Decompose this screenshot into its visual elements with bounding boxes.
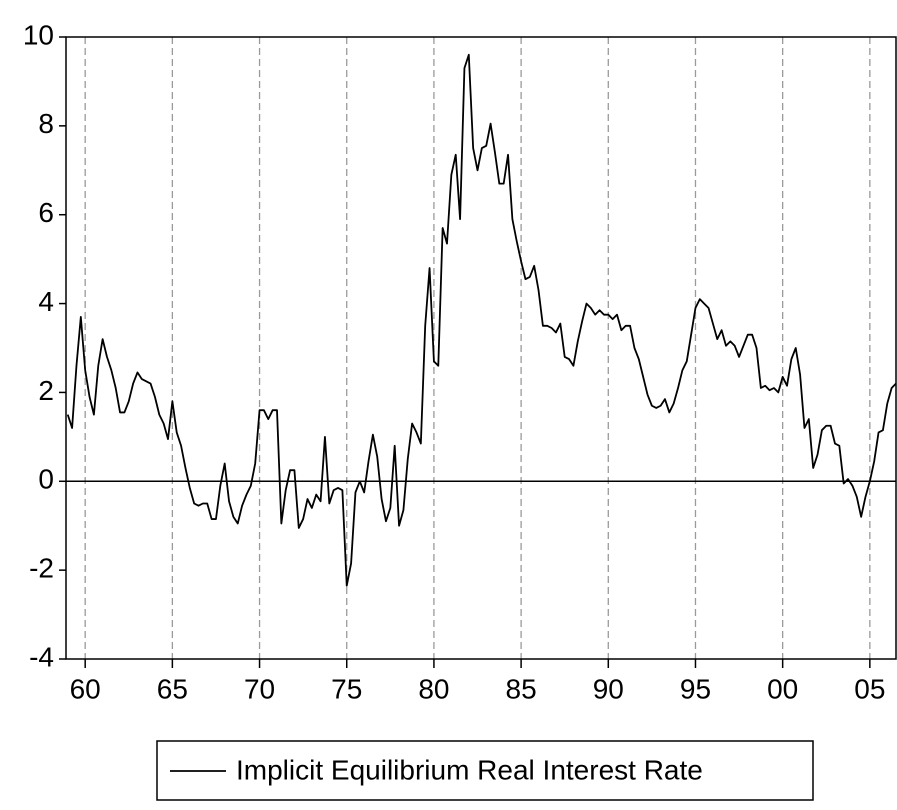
y-tick-label: -2 xyxy=(29,553,54,584)
x-tick-label: 85 xyxy=(506,673,537,704)
y-tick-label: 8 xyxy=(38,108,54,139)
y-tick-label: -4 xyxy=(29,641,54,672)
x-tick-label: 60 xyxy=(70,673,101,704)
legend-box xyxy=(156,740,814,801)
legend-label: Implicit Equilibrium Real Interest Rate xyxy=(236,754,703,785)
x-tick-label: 95 xyxy=(680,673,711,704)
x-tick-label: 75 xyxy=(331,673,362,704)
x-tick-label: 70 xyxy=(244,673,275,704)
plot-frame xyxy=(65,36,897,660)
y-tick-label: 0 xyxy=(38,464,54,495)
y-tick-label: 10 xyxy=(23,19,54,50)
x-tick-label: 00 xyxy=(767,673,798,704)
x-tick-label: 90 xyxy=(593,673,624,704)
x-tick-label: 80 xyxy=(418,673,449,704)
series-line xyxy=(66,53,897,587)
y-tick-label: 4 xyxy=(38,286,54,317)
x-tick-label: 65 xyxy=(157,673,188,704)
x-tick-label: 05 xyxy=(854,673,885,704)
y-tick-label: 2 xyxy=(38,375,54,406)
y-tick-label: 6 xyxy=(38,197,54,228)
